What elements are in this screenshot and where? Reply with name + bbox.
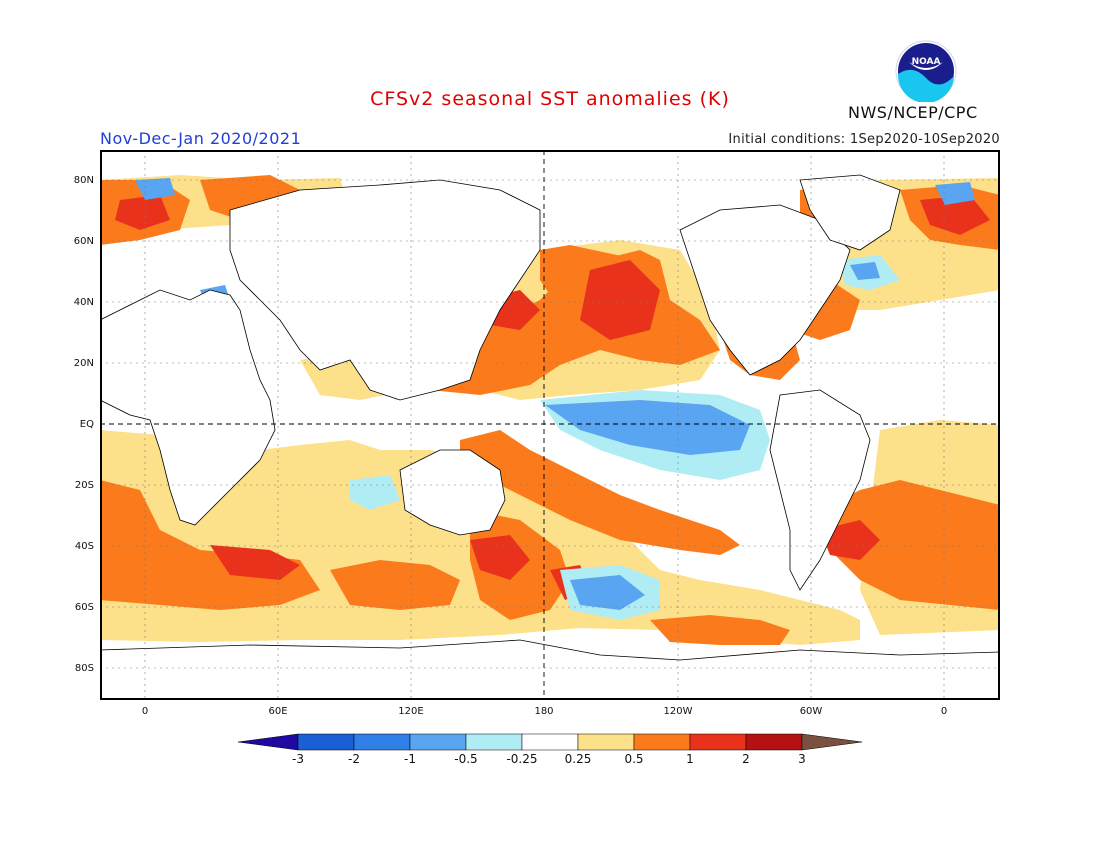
legend-label: -3 [292, 752, 304, 766]
lat-label: 80S [74, 663, 94, 674]
map-frame [100, 150, 1000, 700]
lon-label: 120W [663, 706, 693, 717]
legend-label: 1 [686, 752, 694, 766]
legend-label: 2 [742, 752, 750, 766]
anomaly-warm-strong [115, 195, 990, 600]
legend-swatch [633, 733, 691, 751]
sst-anomaly-map [100, 150, 1000, 700]
lat-label: 80N [73, 175, 94, 186]
logo-text: NOAA [912, 57, 941, 67]
legend-label: -0.25 [506, 752, 538, 766]
lon-label: 60W [799, 706, 823, 717]
lat-label: 20N [73, 358, 94, 369]
map-canvas [100, 150, 1000, 700]
legend-swatch [297, 733, 355, 751]
lat-label: 60N [73, 236, 94, 247]
noaa-logo-icon: NOAA [895, 40, 957, 102]
legend-arrow-low [238, 733, 299, 751]
lon-label: 120E [398, 706, 424, 717]
legend-label: -1 [404, 752, 416, 766]
land-masses [100, 174, 1000, 700]
lat-label: 40N [73, 297, 94, 308]
legend-label: -0.5 [454, 752, 478, 766]
legend-label: 3 [798, 752, 806, 766]
legend-swatch [465, 733, 523, 751]
lat-label: 20S [74, 480, 94, 491]
lat-label: 40S [74, 541, 94, 552]
legend-label: -2 [348, 752, 360, 766]
color-legend [238, 733, 862, 751]
lat-label: 60S [74, 602, 94, 613]
legend-swatch [409, 733, 467, 751]
legend-arrow-high [801, 733, 862, 751]
lat-label: EQ [79, 419, 94, 430]
legend-swatch [689, 733, 747, 751]
legend-label: 0.5 [624, 752, 644, 766]
season-label: Nov-Dec-Jan 2020/2021 [100, 129, 302, 148]
graticule [100, 150, 1000, 700]
legend-swatch [577, 733, 635, 751]
lon-label: 180 [534, 706, 554, 717]
equator-and-dateline [100, 150, 1000, 700]
agency-label: NWS/NCEP/CPC [848, 103, 978, 122]
legend-swatch [745, 733, 803, 751]
legend-swatch [353, 733, 411, 751]
legend-swatch [521, 733, 579, 751]
legend-label: 0.25 [564, 752, 592, 766]
lon-label: 0 [940, 706, 948, 717]
initial-conditions-label: Initial conditions: 1Sep2020-10Sep2020 [728, 132, 1000, 147]
lon-label: 0 [141, 706, 149, 717]
lon-label: 60E [268, 706, 288, 717]
map-title: CFSv2 seasonal SST anomalies (K) [370, 88, 730, 110]
